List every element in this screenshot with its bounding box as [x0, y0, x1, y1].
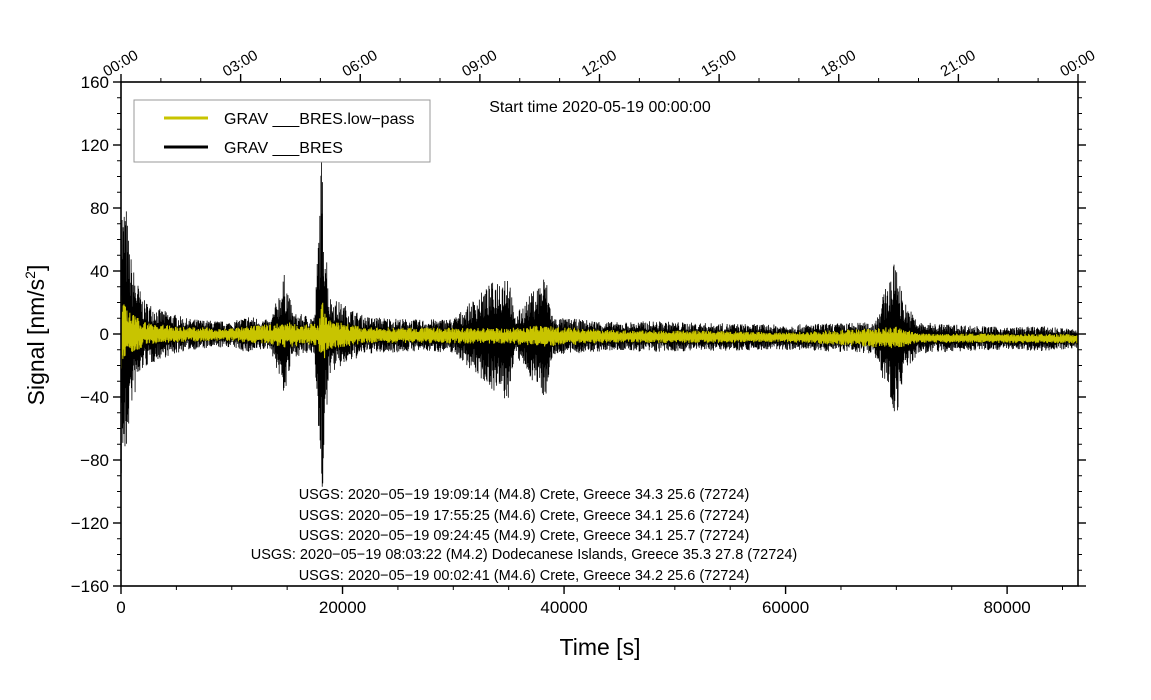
y-axis-label-superscript: 2 [22, 271, 38, 279]
y-tick-label: 40 [90, 262, 109, 281]
y-axis-label-main: Signal [nm/s [23, 279, 49, 406]
x-axis-label: Time [s] [560, 634, 641, 660]
y-tick-label: 0 [100, 325, 109, 344]
annotation-5: USGS: 2020−05−19 00:02:41 (M4.6) Crete, … [299, 568, 750, 584]
x-tick-label: 40000 [540, 598, 587, 617]
legend-label-low-pass: GRAV ___BRES.low−pass [224, 111, 414, 128]
axis-ticks [113, 74, 1086, 594]
x-tick-label: 20000 [319, 598, 366, 617]
y-axis-label: Signal [nm/s2] [22, 265, 49, 406]
y-tick-label: −40 [80, 388, 109, 407]
legend: GRAV ___BRES.low−pass GRAV ___BRES [133, 99, 431, 163]
y-axis-label-close: ] [23, 265, 49, 271]
x-tick-label: 60000 [762, 598, 809, 617]
annotation-4: USGS: 2020−05−19 08:03:22 (M4.2) Dodecan… [251, 547, 798, 563]
plot-traces [120, 160, 1079, 487]
low-pass-trace [120, 295, 1079, 369]
earthquake-annotations: USGS: 2020−05−19 19:09:14 (M4.8) Crete, … [251, 487, 798, 584]
y-tick-label: −120 [71, 514, 109, 533]
annotation-3: USGS: 2020−05−19 09:24:45 (M4.9) Crete, … [299, 528, 750, 544]
annotation-1: USGS: 2020−05−19 19:09:14 (M4.8) Crete, … [299, 487, 750, 503]
raw-signal-trace [120, 160, 1079, 487]
y-tick-label: −160 [71, 577, 109, 596]
y-tick-label: 160 [81, 73, 109, 92]
annotation-2: USGS: 2020−05−19 17:55:25 (M4.6) Crete, … [299, 508, 750, 524]
x-tick-label: 0 [116, 598, 125, 617]
start-time-label: Start time 2020-05-19 00:00:00 [489, 99, 711, 116]
legend-box [133, 99, 431, 163]
legend-label-raw: GRAV ___BRES [224, 140, 343, 157]
y-tick-label: 80 [90, 199, 109, 218]
y-tick-label: 120 [81, 136, 109, 155]
x-tick-label: 80000 [983, 598, 1030, 617]
y-tick-label: −80 [80, 451, 109, 470]
